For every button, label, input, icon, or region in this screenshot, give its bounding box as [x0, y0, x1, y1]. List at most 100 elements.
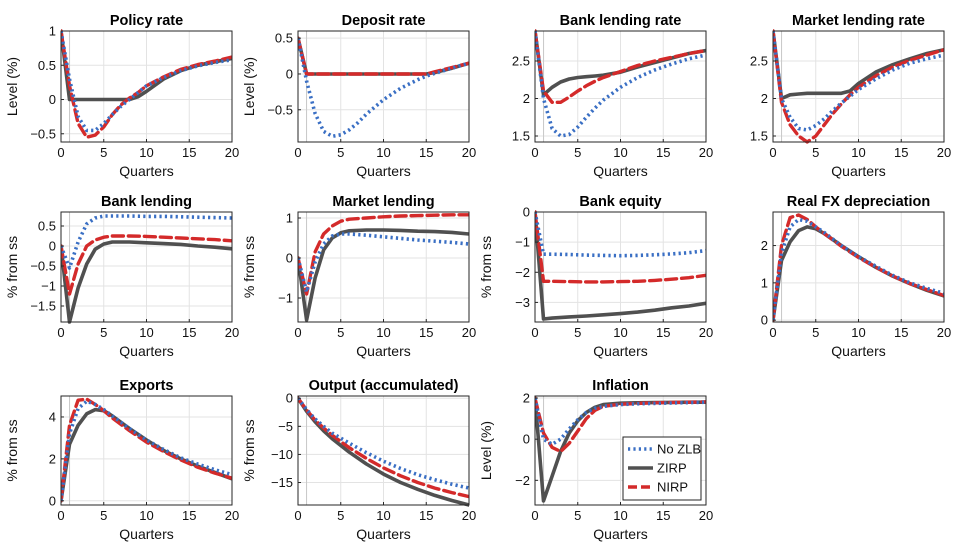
x-tick-label: 15	[419, 325, 433, 340]
x-tick-label: 5	[100, 325, 107, 340]
x-tick-label: 10	[613, 508, 627, 523]
panel-bank-lending-rate: 0 5 10 15 20 1.5 2 2.5 Bank lending rate Quarters	[512, 13, 713, 179]
x-tick-label: 10	[851, 145, 865, 160]
y-axis-label: Level (%)	[478, 421, 494, 480]
y-axis-label: % from ss	[4, 419, 20, 481]
x-tick-label: 0	[57, 508, 64, 523]
series-line-no-zlb	[535, 397, 706, 447]
x-tick-label: 10	[376, 145, 390, 160]
x-axis-label: Quarters	[119, 526, 173, 542]
series-line-nirp	[61, 29, 232, 139]
y-tick-label: 1	[761, 275, 768, 290]
x-axis-label: Quarters	[119, 163, 173, 179]
x-tick-label: 20	[937, 325, 951, 340]
legend-label-zirp: ZIRP	[657, 461, 687, 476]
panel-title: Output (accumulated)	[309, 378, 459, 394]
panel-inflation: 0 5 10 15 20 −2 0 2 Inflation Quarters Level (%)	[478, 378, 713, 542]
series-line-nirp	[61, 234, 232, 296]
x-tick-label: 10	[139, 145, 153, 160]
x-tick-label: 10	[376, 508, 390, 523]
x-tick-label: 15	[182, 145, 196, 160]
x-tick-label: 15	[182, 325, 196, 340]
x-tick-label: 0	[769, 145, 776, 160]
y-axis-label: % from ss	[4, 236, 20, 298]
y-tick-label: 0	[286, 251, 293, 266]
panel-deposit-rate: 0 5 10 15 20 −0.5 0 0.5 Deposit rate Quarters Leve…	[241, 13, 476, 179]
y-tick-label: 0	[49, 239, 56, 254]
x-axis-label: Quarters	[831, 343, 885, 359]
panel-market-lending: 0 5 10 15 20 −1 0 1 Market lending Quarters % from…	[241, 194, 476, 359]
y-tick-label: 2	[761, 238, 768, 253]
x-tick-label: 15	[656, 325, 670, 340]
series-line-nirp	[535, 210, 706, 284]
series-line-nirp	[535, 29, 706, 105]
y-tick-label: 0	[523, 205, 530, 220]
x-axis-label: Quarters	[593, 163, 647, 179]
y-tick-label: 0	[761, 313, 768, 328]
x-tick-label: 15	[182, 508, 196, 523]
series-line-no-zlb	[298, 397, 469, 490]
y-tick-label: 2	[761, 91, 768, 106]
x-axis-label: Quarters	[356, 163, 410, 179]
x-tick-label: 20	[462, 145, 476, 160]
x-tick-label: 15	[894, 325, 908, 340]
y-axis-label: % from ss	[241, 419, 257, 481]
y-tick-label: −1	[41, 279, 56, 294]
series-line-zirp	[535, 210, 706, 321]
legend: No ZLB ZIRP NIRP	[622, 436, 702, 501]
x-tick-label: 15	[656, 145, 670, 160]
panel-title: Market lending rate	[792, 13, 925, 29]
y-tick-label: −15	[271, 475, 293, 490]
series-line-zirp	[298, 228, 469, 322]
x-axis-label: Quarters	[593, 526, 647, 542]
series-line-no-zlb	[535, 211, 706, 258]
x-tick-label: 0	[294, 145, 301, 160]
legend-label-nirp: NIRP	[657, 480, 688, 495]
y-tick-label: 1	[286, 211, 293, 226]
series-line-no-zlb	[535, 30, 706, 138]
panel-title: Bank lending	[101, 194, 192, 210]
x-tick-label: 0	[531, 145, 538, 160]
x-tick-label: 10	[139, 325, 153, 340]
x-tick-label: 0	[57, 325, 64, 340]
panel-exports: 0 5 10 15 20 0 2 4 Exports Quarters % from ss	[4, 378, 239, 542]
legend-label-no-zlb: No ZLB	[657, 442, 701, 457]
y-tick-label: 0.5	[275, 31, 293, 46]
y-tick-label: −0.5	[267, 102, 293, 117]
y-tick-label: 0	[49, 493, 56, 508]
series-line-nirp	[773, 29, 944, 144]
y-axis-label: Level (%)	[4, 57, 20, 116]
y-tick-label: 0	[523, 432, 530, 447]
series-line-nirp	[298, 213, 469, 296]
panel-bank-lending: 0 5 10 15 20 −1.5 −1 −0.5 0 0.5 Bank lending Quarte…	[4, 194, 239, 359]
series-line-no-zlb	[61, 30, 232, 133]
panel-title: Policy rate	[110, 13, 183, 29]
panel-title: Market lending	[332, 194, 434, 210]
x-tick-label: 15	[419, 508, 433, 523]
x-axis-label: Quarters	[119, 343, 173, 359]
x-tick-label: 15	[656, 508, 670, 523]
x-tick-label: 10	[613, 145, 627, 160]
y-axis-label: Level (%)	[241, 57, 257, 116]
x-tick-label: 5	[812, 145, 819, 160]
x-tick-label: 0	[294, 508, 301, 523]
x-tick-label: 20	[462, 508, 476, 523]
series-line-zirp	[773, 29, 944, 101]
x-tick-label: 0	[531, 508, 538, 523]
y-axis-label: % from ss	[241, 236, 257, 298]
x-tick-label: 5	[337, 145, 344, 160]
panel-title: Real FX depreciation	[787, 194, 930, 210]
x-tick-label: 10	[851, 325, 865, 340]
y-tick-label: 2.5	[750, 54, 768, 69]
panel-title: Bank equity	[579, 194, 661, 210]
x-tick-label: 0	[294, 325, 301, 340]
x-tick-label: 20	[699, 325, 713, 340]
y-tick-label: −1	[515, 235, 530, 250]
series-line-no-zlb	[298, 37, 469, 139]
x-tick-label: 20	[225, 145, 239, 160]
y-tick-label: −1.5	[30, 299, 56, 314]
x-tick-label: 5	[812, 325, 819, 340]
series-line-nirp	[298, 36, 469, 76]
